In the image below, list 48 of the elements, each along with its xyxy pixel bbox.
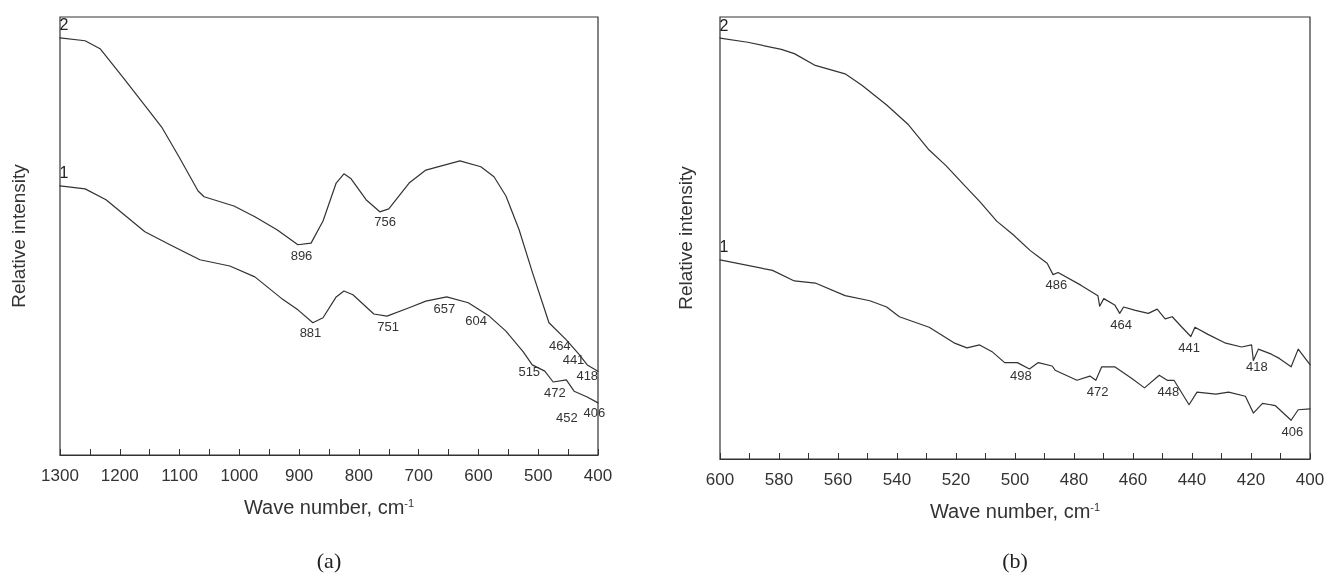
x-tick-label: 1100 [161, 466, 198, 485]
x-tick-label: 900 [284, 466, 314, 485]
x-tick-label: 400 [1295, 470, 1325, 489]
x-tick-label: 580 [764, 470, 794, 489]
y-axis-title: Relative intensity [674, 165, 696, 310]
annotation: 472 [1086, 383, 1109, 399]
x-tick-label: 480 [1059, 470, 1089, 489]
x-tick-label: 500 [1000, 470, 1030, 489]
x-tick-label: 520 [941, 470, 971, 489]
x-tick-label: 800 [344, 466, 374, 485]
x-tick-label: 400 [583, 466, 613, 485]
x-tick-label: 1200 [100, 466, 139, 485]
x-tick-label: 600 [464, 466, 493, 485]
series-label: 1 [719, 238, 729, 256]
text: (a) [316, 547, 342, 573]
x-tick-label: 1300 [41, 466, 79, 485]
annotation: 756 [374, 213, 397, 229]
x-tick-label: 460 [1118, 470, 1148, 489]
annotation: 472 [544, 385, 566, 401]
annotation: 406 [1281, 423, 1304, 439]
annotation: 464 [1110, 316, 1133, 332]
annotation: 896 [290, 247, 313, 263]
annotation: 881 [299, 325, 322, 341]
series-label: 2 [59, 16, 69, 34]
annotation: 751 [377, 319, 400, 335]
x-tick-label: 600 [705, 470, 735, 489]
annotation: 486 [1045, 277, 1068, 293]
annotation: 441 [562, 352, 585, 368]
x-tick-label: 540 [882, 470, 912, 489]
x-tick-label: 420 [1236, 470, 1266, 489]
annotation: 418 [1246, 359, 1268, 375]
x-tick-label: 1000 [220, 466, 259, 485]
annotation: 515 [518, 364, 541, 380]
annotation: 448 [1157, 383, 1180, 399]
annotation: 498 [1010, 367, 1032, 383]
x-tick-label: 700 [404, 466, 433, 485]
annotation: 657 [433, 300, 456, 316]
x-tick-label: 440 [1177, 470, 1207, 489]
y-axis-title: Relative intensity [7, 163, 29, 308]
text: (b) [1002, 547, 1028, 573]
annotation: 452 [556, 410, 578, 426]
x-tick-label: 560 [823, 470, 853, 489]
annotation: 441 [1178, 340, 1200, 355]
x-tick-label: 500 [524, 466, 553, 485]
series-label: 1 [59, 164, 69, 182]
annotation: 464 [548, 337, 571, 353]
series-label: 2 [719, 16, 729, 34]
annotation: 604 [465, 312, 487, 328]
